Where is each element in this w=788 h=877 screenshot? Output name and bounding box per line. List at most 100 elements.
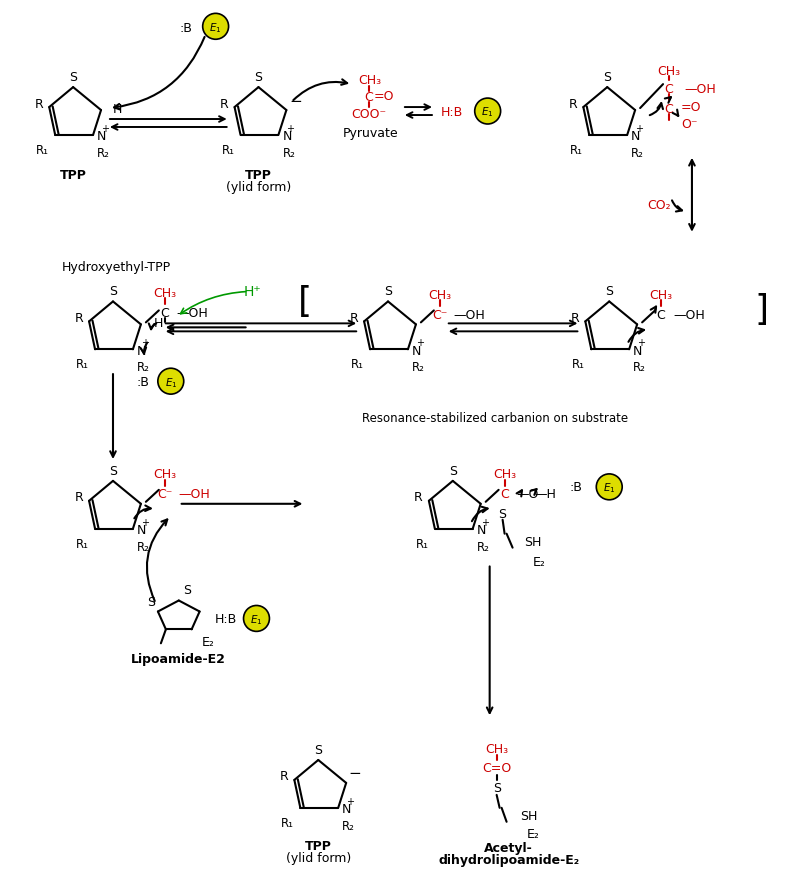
Text: Hydroxyethyl-TPP: Hydroxyethyl-TPP <box>61 260 170 274</box>
Text: N: N <box>477 524 486 537</box>
Text: (ylid form): (ylid form) <box>226 181 291 194</box>
Text: H:B: H:B <box>440 105 463 118</box>
Text: S: S <box>109 464 117 477</box>
Text: —OH: —OH <box>673 309 704 322</box>
Text: :B: :B <box>570 481 583 494</box>
Text: R: R <box>35 97 43 111</box>
Circle shape <box>243 606 269 631</box>
Text: C: C <box>656 309 665 322</box>
Text: R₁: R₁ <box>76 537 89 550</box>
Text: +: + <box>141 517 149 527</box>
Text: N: N <box>633 345 642 357</box>
Text: CH₃: CH₃ <box>649 289 673 302</box>
Text: R₁: R₁ <box>76 358 89 371</box>
Text: H⁺: H⁺ <box>243 285 262 299</box>
Text: R₂: R₂ <box>342 819 355 832</box>
Text: —O: —O <box>517 488 539 501</box>
Text: R: R <box>349 311 358 324</box>
Text: R: R <box>220 97 229 111</box>
Text: R₂: R₂ <box>412 360 425 374</box>
Text: $E_1$: $E_1$ <box>603 481 615 495</box>
Text: CH₃: CH₃ <box>485 742 508 754</box>
Text: R₂: R₂ <box>137 540 150 553</box>
Text: C⁻: C⁻ <box>432 309 448 322</box>
Text: R₁: R₁ <box>221 144 235 157</box>
Text: TPP: TPP <box>245 169 272 182</box>
Text: R: R <box>571 311 579 324</box>
Text: TPP: TPP <box>60 169 87 182</box>
Text: C: C <box>500 488 509 501</box>
Text: +: + <box>346 796 354 806</box>
Text: $E_1$: $E_1$ <box>210 21 222 35</box>
Text: C: C <box>161 307 169 319</box>
Text: C=O: C=O <box>482 761 511 774</box>
Text: N: N <box>282 131 292 143</box>
Text: −: − <box>289 94 302 109</box>
Text: +: + <box>101 124 109 134</box>
Text: C: C <box>664 82 674 96</box>
Text: +: + <box>416 338 424 348</box>
Text: R: R <box>414 491 423 503</box>
Text: $E_1$: $E_1$ <box>165 375 177 389</box>
Text: ]: ] <box>755 293 769 327</box>
Text: R₂: R₂ <box>631 146 644 160</box>
Text: R₁: R₁ <box>571 144 583 157</box>
Text: CO₂: CO₂ <box>647 199 671 212</box>
Text: R: R <box>569 97 578 111</box>
Text: SH: SH <box>525 536 542 548</box>
Text: =O: =O <box>681 101 701 113</box>
Circle shape <box>597 474 623 500</box>
Text: S: S <box>604 71 611 84</box>
Text: CH₃: CH₃ <box>493 467 516 481</box>
Text: C: C <box>664 103 674 116</box>
Text: S: S <box>449 464 457 477</box>
Circle shape <box>203 14 229 40</box>
Text: [: [ <box>298 285 312 319</box>
Text: S: S <box>384 285 392 298</box>
Text: S: S <box>605 285 613 298</box>
Text: N: N <box>97 131 106 143</box>
Text: R: R <box>74 311 83 324</box>
Text: S: S <box>492 781 500 795</box>
Text: SH: SH <box>521 809 538 823</box>
Text: +: + <box>141 338 149 348</box>
Text: R₁: R₁ <box>416 537 429 550</box>
Text: N: N <box>412 345 422 357</box>
Text: R₁: R₁ <box>351 358 364 371</box>
Text: E₂: E₂ <box>202 636 214 649</box>
Text: CH₃: CH₃ <box>153 467 177 481</box>
Text: Lipoamide-E2: Lipoamide-E2 <box>132 652 226 665</box>
Text: H:B: H:B <box>214 612 236 625</box>
Text: H: H <box>113 103 122 116</box>
Text: S: S <box>499 508 507 521</box>
Text: S: S <box>255 71 262 84</box>
Text: TPP: TPP <box>305 839 332 852</box>
Text: H: H <box>154 317 164 330</box>
Text: CH₃: CH₃ <box>428 289 452 302</box>
Text: C: C <box>365 90 374 103</box>
Text: R: R <box>74 491 83 503</box>
Text: Acetyl-: Acetyl- <box>484 841 533 854</box>
Text: S: S <box>314 743 322 756</box>
Text: R₁: R₁ <box>36 144 49 157</box>
Text: +: + <box>637 338 645 348</box>
Text: E₂: E₂ <box>526 827 540 840</box>
Text: R₂: R₂ <box>633 360 646 374</box>
Text: E₂: E₂ <box>533 555 545 568</box>
Text: +: + <box>286 124 295 134</box>
Text: CH₃: CH₃ <box>657 65 681 77</box>
Text: —H: —H <box>534 488 556 501</box>
Text: S: S <box>109 285 117 298</box>
Text: COO⁻: COO⁻ <box>351 107 387 120</box>
Text: —OH: —OH <box>684 82 716 96</box>
Text: +: + <box>635 124 643 134</box>
Text: N: N <box>342 802 351 816</box>
Text: dihydrolipoamide-E₂: dihydrolipoamide-E₂ <box>438 853 579 866</box>
Text: R₂: R₂ <box>282 146 296 160</box>
Text: $E_1$: $E_1$ <box>251 612 262 626</box>
Text: :B: :B <box>180 22 192 35</box>
Text: R: R <box>280 769 288 782</box>
Text: —OH: —OH <box>179 488 210 501</box>
Text: −: − <box>349 766 362 781</box>
Circle shape <box>474 99 500 125</box>
